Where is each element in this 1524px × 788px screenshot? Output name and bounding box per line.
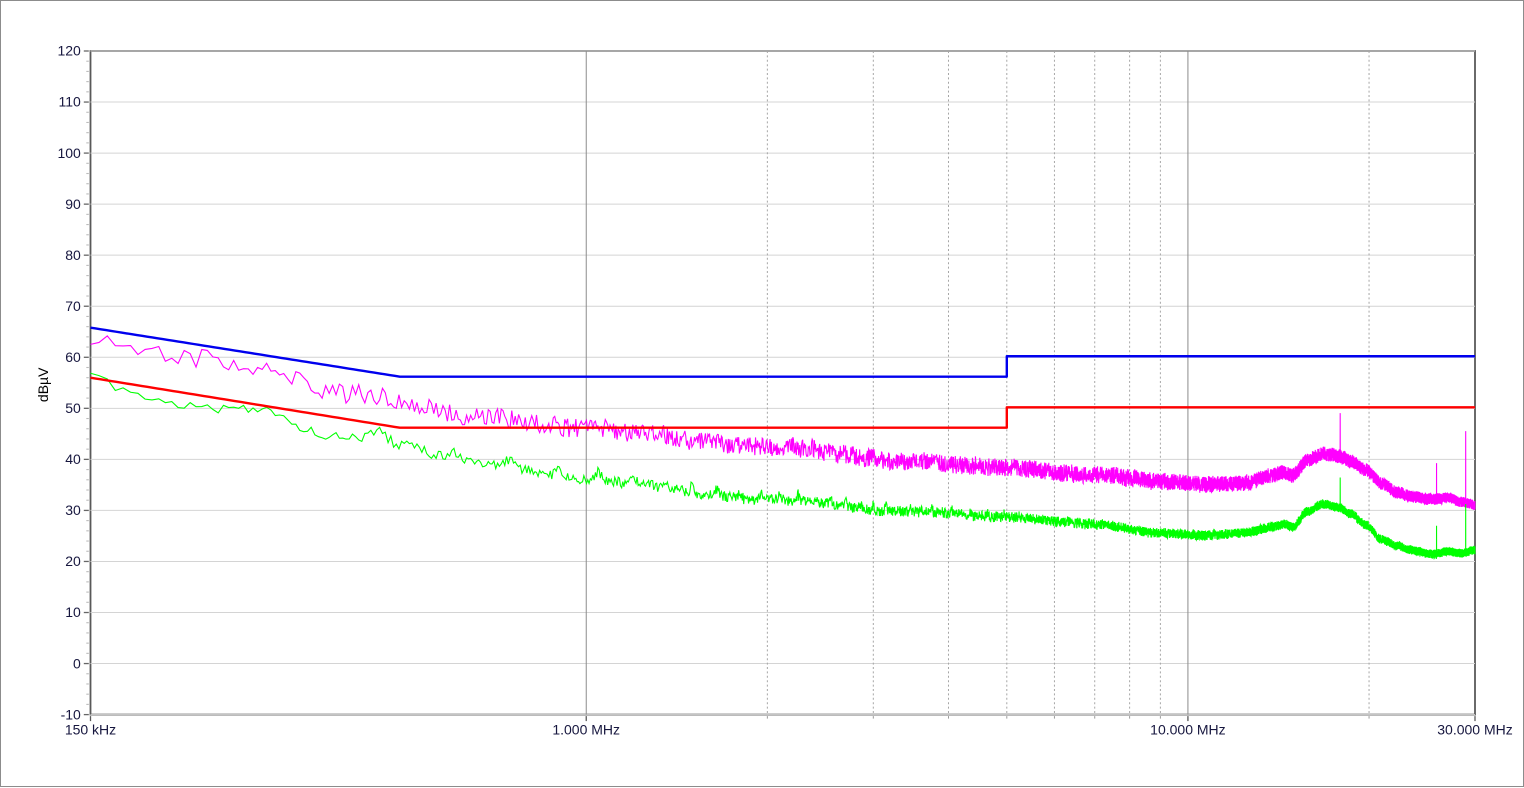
svg-text:10.000 MHz: 10.000 MHz <box>1150 722 1225 738</box>
svg-text:120: 120 <box>57 43 81 59</box>
svg-text:0: 0 <box>73 655 81 671</box>
svg-text:20: 20 <box>65 553 81 569</box>
svg-text:1.000 MHz: 1.000 MHz <box>552 722 620 738</box>
svg-text:40: 40 <box>65 451 81 467</box>
svg-text:80: 80 <box>65 247 81 263</box>
svg-text:dBµV: dBµV <box>35 367 51 402</box>
svg-text:90: 90 <box>65 196 81 212</box>
svg-text:30.000 MHz: 30.000 MHz <box>1437 722 1512 738</box>
svg-text:60: 60 <box>65 349 81 365</box>
svg-text:100: 100 <box>57 145 81 161</box>
svg-text:30: 30 <box>65 502 81 518</box>
svg-text:-10: -10 <box>61 706 81 722</box>
svg-text:110: 110 <box>58 94 81 110</box>
svg-text:50: 50 <box>65 400 81 416</box>
svg-text:10: 10 <box>65 604 81 620</box>
svg-text:150 kHz: 150 kHz <box>65 722 116 738</box>
svg-text:70: 70 <box>65 298 81 314</box>
